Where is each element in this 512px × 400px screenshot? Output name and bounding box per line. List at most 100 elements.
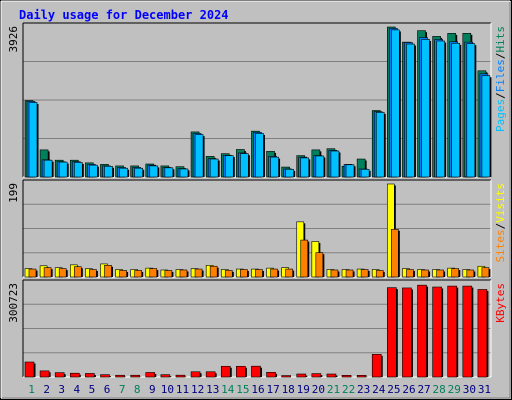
bar-pages-day-8 xyxy=(134,167,145,178)
bar-pages-day-11 xyxy=(179,168,190,178)
bar-pages-day-19 xyxy=(300,157,311,178)
panel-bottom-ymax-label: 300723 xyxy=(7,283,20,323)
bar-pages-day-4 xyxy=(73,162,84,178)
bar-kbytes-day-1 xyxy=(24,361,36,378)
bar-kbytes-day-28 xyxy=(432,286,444,378)
x-tick-label-29: 29 xyxy=(448,383,461,396)
x-axis-labels: 1 2 3 4 5 6 7 8 9 10 11 12 13 14 15 16 17 18 19 20 21 22 23 24 2… xyxy=(28,383,491,396)
bar-kbytes-day-24 xyxy=(371,354,383,378)
bar-kbytes-day-20 xyxy=(311,373,323,378)
panel-middle: 199 Sites/Visits xyxy=(7,179,507,278)
legend-pages: Pages xyxy=(494,99,507,132)
legend-kbytes: KBytes xyxy=(494,283,507,323)
bar-kbytes-day-19 xyxy=(296,373,308,378)
bar-kbytes-day-25 xyxy=(387,287,398,378)
bar-kbytes-day-23 xyxy=(356,374,368,378)
x-tick-label-8: 8 xyxy=(134,383,141,396)
x-tick-label-12: 12 xyxy=(191,383,204,396)
bar-kbytes-day-7 xyxy=(115,374,127,378)
bar-kbytes-day-12 xyxy=(190,371,202,378)
bar-kbytes-day-18 xyxy=(281,375,291,378)
bar-kbytes-day-21 xyxy=(326,373,338,378)
bar-kbytes-day-31 xyxy=(477,289,489,378)
bar-kbytes-day-11 xyxy=(175,374,187,378)
x-tick-label-19: 19 xyxy=(297,383,310,396)
legend-visits: Visits xyxy=(494,183,507,223)
bar-sites-day-18 xyxy=(285,268,295,278)
bar-pages-day-5 xyxy=(89,164,99,178)
bar-pages-day-7 xyxy=(119,167,130,178)
bar-kbytes-day-3 xyxy=(54,372,66,378)
x-tick-label-25: 25 xyxy=(387,383,400,396)
bar-kbytes-day-8 xyxy=(130,374,142,378)
bar-sites-day-30 xyxy=(466,269,476,278)
bar-kbytes-day-14 xyxy=(220,365,232,378)
bar-pages-day-18 xyxy=(285,169,296,178)
bar-kbytes-day-17 xyxy=(266,371,278,378)
panel-bottom: 300723 KBytes xyxy=(7,279,507,378)
legend-separator: / xyxy=(494,223,507,230)
x-tick-label-22: 22 xyxy=(342,383,355,396)
bar-pages-day-10 xyxy=(164,167,175,178)
bar-pages-day-26 xyxy=(406,43,416,178)
bar-kbytes-day-15 xyxy=(236,365,247,378)
bar-pages-day-25 xyxy=(391,29,401,178)
bar-pages-day-6 xyxy=(104,166,114,178)
bar-pages-day-1 xyxy=(28,102,39,178)
bar-sites-day-16 xyxy=(255,269,264,278)
bar-kbytes-day-2 xyxy=(39,370,51,378)
x-tick-label-20: 20 xyxy=(312,383,325,396)
bar-sites-day-10 xyxy=(164,270,174,278)
x-tick-label-17: 17 xyxy=(266,383,279,396)
bar-sites-day-31 xyxy=(481,267,491,278)
x-tick-label-13: 13 xyxy=(206,383,219,396)
x-tick-label-1: 1 xyxy=(28,383,35,396)
bar-pages-day-22 xyxy=(345,164,356,178)
bar-sites-day-11 xyxy=(179,269,189,278)
bar-sites-day-28 xyxy=(436,269,446,278)
x-tick-label-18: 18 xyxy=(282,383,295,396)
legend-sites: Sites xyxy=(494,229,507,262)
panel-top-ymax-label: 3926 xyxy=(7,26,20,53)
bar-sites-day-6 xyxy=(104,265,113,278)
x-tick-label-31: 31 xyxy=(478,383,491,396)
bar-sites-day-14 xyxy=(224,270,234,278)
bar-sites-day-22 xyxy=(345,269,355,278)
bar-pages-day-20 xyxy=(315,155,326,178)
bar-pages-day-23 xyxy=(360,169,371,178)
bar-sites-day-17 xyxy=(270,268,280,278)
bar-kbytes-day-6 xyxy=(100,374,111,378)
panel-top-legend: Pages/Files/Hits xyxy=(494,26,507,132)
x-tick-label-6: 6 xyxy=(104,383,111,396)
bar-kbytes-day-10 xyxy=(160,374,172,378)
x-tick-label-5: 5 xyxy=(89,383,96,396)
bar-pages-day-2 xyxy=(43,159,54,178)
bar-sites-day-3 xyxy=(58,268,68,278)
bar-pages-day-3 xyxy=(58,161,69,178)
bar-sites-day-29 xyxy=(451,268,461,278)
x-tick-label-2: 2 xyxy=(43,383,50,396)
bar-sites-day-2 xyxy=(43,267,53,278)
bar-sites-day-4 xyxy=(73,266,83,278)
bar-sites-day-21 xyxy=(330,269,340,278)
x-tick-label-28: 28 xyxy=(433,383,446,396)
x-tick-label-4: 4 xyxy=(74,383,81,396)
bar-sites-day-20 xyxy=(315,252,325,278)
x-tick-label-11: 11 xyxy=(176,383,189,396)
bar-kbytes-day-27 xyxy=(417,284,429,378)
x-tick-label-23: 23 xyxy=(357,383,370,396)
x-tick-label-14: 14 xyxy=(221,383,235,396)
bar-kbytes-day-16 xyxy=(251,365,262,378)
bar-sites-day-25 xyxy=(391,229,400,278)
panel-bottom-legend: KBytes xyxy=(494,283,507,323)
bar-sites-day-27 xyxy=(421,269,431,278)
panel-middle-legend: Sites/Visits xyxy=(494,183,507,263)
bar-sites-day-7 xyxy=(119,270,129,278)
bar-sites-day-8 xyxy=(134,270,144,278)
bar-kbytes-day-4 xyxy=(69,372,81,378)
bar-pages-day-14 xyxy=(224,155,235,178)
x-tick-label-30: 30 xyxy=(463,383,476,396)
x-tick-label-27: 27 xyxy=(417,383,430,396)
x-tick-label-21: 21 xyxy=(327,383,340,396)
